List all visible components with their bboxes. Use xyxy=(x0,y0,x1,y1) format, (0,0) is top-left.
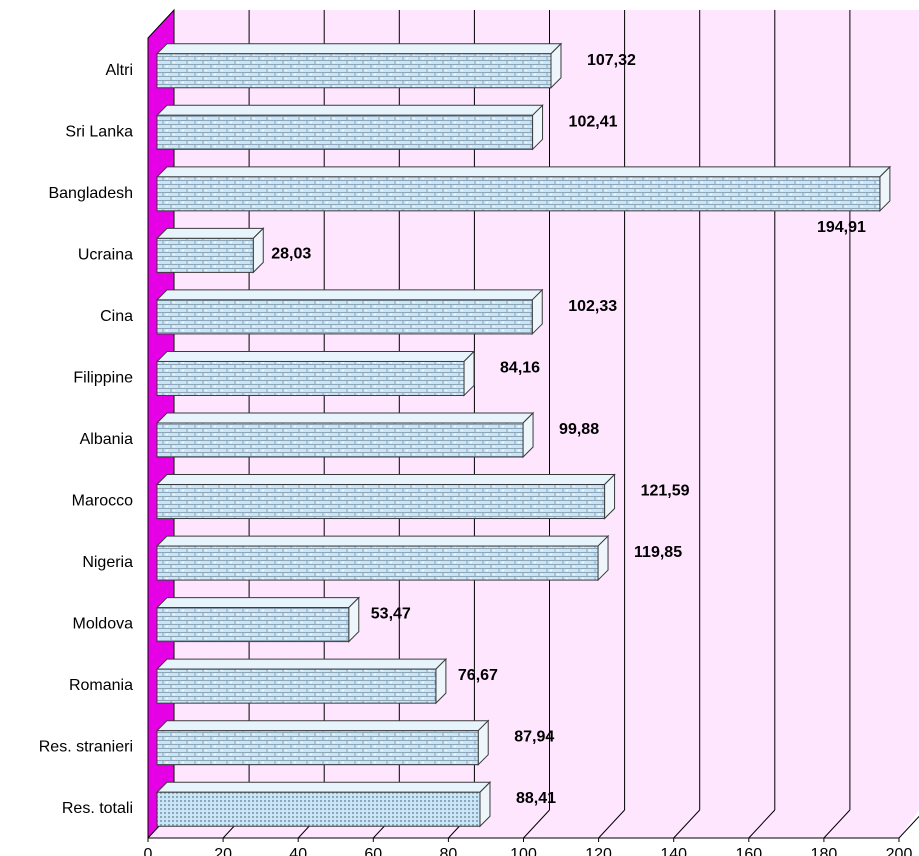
bar-top-face xyxy=(155,474,616,486)
data-label: 88,41 xyxy=(516,790,556,807)
data-label: 102,33 xyxy=(568,298,617,315)
data-label: 102,41 xyxy=(569,113,618,130)
bar-front-face xyxy=(156,360,465,396)
bar-top-face xyxy=(155,658,448,670)
bar xyxy=(155,411,535,459)
bar-top-face xyxy=(155,166,892,178)
bar-front-face xyxy=(156,607,350,643)
x-tick-label: 20 xyxy=(214,846,232,856)
bar-front-face xyxy=(156,668,437,704)
bar xyxy=(155,288,544,336)
category-label: Altri xyxy=(105,62,133,79)
bar-front-face xyxy=(156,484,606,520)
bar-front-face xyxy=(156,237,254,273)
bar-front-face xyxy=(156,791,481,827)
data-label: 53,47 xyxy=(371,606,411,623)
category-label: Filippine xyxy=(73,369,133,386)
bar-top-face xyxy=(155,412,535,424)
x-tick-label: 80 xyxy=(440,846,458,856)
category-label: Moldova xyxy=(73,616,134,633)
category-label: Romania xyxy=(69,677,133,694)
category-label: Marocco xyxy=(72,493,133,510)
gridline-floor xyxy=(523,809,550,839)
bar-top-face xyxy=(155,350,476,362)
category-label: Albania xyxy=(80,431,133,448)
bar-top-face xyxy=(155,289,544,301)
x-tick-label: 200 xyxy=(886,846,913,856)
data-label: 87,94 xyxy=(514,729,554,746)
bar-front-face xyxy=(156,422,524,458)
x-tick-label: 160 xyxy=(735,846,762,856)
bar-top-face xyxy=(155,781,492,793)
bar xyxy=(155,534,610,582)
bar xyxy=(155,350,476,397)
bar-front-face xyxy=(156,545,599,581)
bar-top-face xyxy=(155,535,610,547)
x-tick-label: 140 xyxy=(660,846,687,856)
x-tick-label: 180 xyxy=(811,846,838,856)
bar xyxy=(155,781,492,828)
bar-top-face xyxy=(155,720,490,732)
x-tick-label: 100 xyxy=(510,846,537,856)
data-label: 28,03 xyxy=(271,245,311,262)
gridline-floor xyxy=(673,809,701,839)
category-label: Nigeria xyxy=(82,554,133,571)
gridline-floor xyxy=(823,809,851,839)
gridline-floor xyxy=(598,809,625,839)
data-label: 194,91 xyxy=(817,219,866,236)
bar xyxy=(155,42,563,89)
x-tick-label: 120 xyxy=(585,846,612,856)
category-label: Sri Lanka xyxy=(65,123,133,140)
bar-top-face xyxy=(155,227,265,239)
bar-front-face xyxy=(156,53,552,89)
bar-front-face xyxy=(156,114,534,150)
x-tick-label: 0 xyxy=(144,846,153,856)
data-label: 99,88 xyxy=(559,421,599,438)
category-label: Res. stranieri xyxy=(39,739,133,756)
bar xyxy=(155,719,490,766)
bar xyxy=(155,165,892,213)
data-label: 119,85 xyxy=(634,544,682,561)
data-label: 107,32 xyxy=(587,52,636,69)
gridline-floor xyxy=(748,809,776,839)
bar xyxy=(155,473,616,520)
bar-top-face xyxy=(155,597,360,609)
data-label: 121,59 xyxy=(641,483,690,500)
x-tick-label: 40 xyxy=(289,846,307,856)
bar-front-face xyxy=(156,730,479,766)
bar-front-face xyxy=(156,176,881,212)
bar xyxy=(155,104,544,151)
category-label: Bangladesh xyxy=(48,185,133,202)
bar xyxy=(155,227,265,274)
data-label: 76,67 xyxy=(458,667,498,684)
bar-top-face xyxy=(155,104,544,116)
x-tick-label: 60 xyxy=(364,846,382,856)
data-label: 84,16 xyxy=(500,359,540,376)
category-label: Ucraina xyxy=(78,246,133,263)
category-label: Cina xyxy=(100,308,133,325)
gridline-floor xyxy=(898,815,919,839)
category-label: Res. totali xyxy=(62,800,133,817)
bar xyxy=(155,596,360,643)
bar-top-face xyxy=(155,43,563,55)
bar-front-face xyxy=(156,299,533,335)
bar xyxy=(155,657,448,705)
